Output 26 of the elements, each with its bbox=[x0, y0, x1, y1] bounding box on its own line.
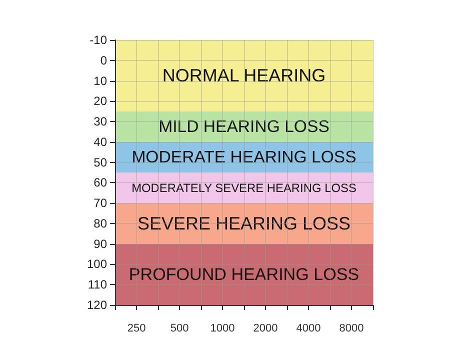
y-tick-label: 30 bbox=[94, 114, 108, 129]
y-tick-label: 20 bbox=[94, 94, 108, 108]
x-tick-label: 8000 bbox=[339, 322, 364, 334]
x-tick-label: 500 bbox=[170, 322, 189, 334]
band-label: MODERATELY SEVERE HEARING LOSS bbox=[132, 180, 356, 195]
y-tick-label: 70 bbox=[94, 196, 108, 210]
band-label: MILD HEARING LOSS bbox=[158, 117, 330, 136]
x-tick-label: 1000 bbox=[210, 322, 235, 334]
y-tick-label: 50 bbox=[94, 155, 108, 170]
y-tick-label: 90 bbox=[94, 236, 108, 251]
band-label: PROFOUND HEARING LOSS bbox=[128, 264, 360, 284]
band-label: MODERATE HEARING LOSS bbox=[132, 148, 356, 167]
y-tick-label: 60 bbox=[94, 176, 108, 190]
y-tick-label: 110 bbox=[88, 278, 108, 292]
x-tick-label: 4000 bbox=[296, 322, 321, 334]
y-tick-label: 0 bbox=[100, 53, 108, 68]
band-label: SEVERE HEARING LOSS bbox=[137, 213, 351, 234]
y-tick-label: 10 bbox=[94, 74, 108, 88]
x-tick-label: 2000 bbox=[253, 322, 278, 334]
y-tick-label: -10 bbox=[90, 33, 108, 47]
y-tick-label: 100 bbox=[86, 257, 108, 272]
band-label: NORMAL HEARING bbox=[162, 66, 326, 86]
y-tick-label: 120 bbox=[86, 298, 108, 312]
y-tick-label: 40 bbox=[94, 134, 108, 149]
x-tick-label: 250 bbox=[127, 322, 146, 334]
y-tick-label: 80 bbox=[94, 216, 108, 230]
